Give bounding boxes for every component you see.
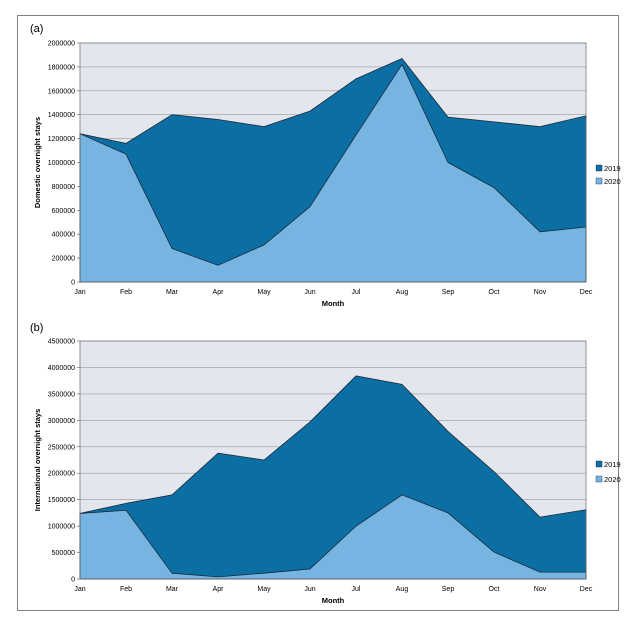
legend-label-2019: 2019 [604,460,621,469]
x-tick-label: Sep [442,289,455,296]
x-tick-label: Feb [120,586,132,593]
y-tick-label: 4000000 [48,365,75,372]
y-tick-label: 1800000 [48,64,75,71]
x-tick-label: Sep [442,586,455,593]
plot-border [79,340,587,580]
x-tick-label: May [257,586,271,593]
x-tick-label: Oct [489,289,500,296]
legend-label-2019: 2019 [604,164,621,173]
x-tick-label: Nov [534,586,547,593]
x-tick-label: Jul [352,586,361,593]
y-tick-label: 400000 [52,232,75,239]
y-tick-label: 2000000 [48,471,75,478]
y-tick-label: 1400000 [48,112,75,119]
x-tick-label: Apr [213,586,225,593]
panel-label: (b) [30,322,43,334]
y-tick-label: 200000 [52,256,75,263]
x-tick-label: Jun [304,586,315,593]
y-tick-label: 1200000 [48,136,75,143]
x-tick-label: Jan [74,289,85,296]
panel-label: (a) [30,23,43,35]
x-tick-label: Apr [213,289,225,296]
x-tick-label: May [257,289,271,296]
x-tick-label: Oct [489,586,500,593]
y-axis-label: Domestic overnight stays [33,117,42,208]
legend-swatch-2019 [595,164,603,172]
legend-label-2020: 2020 [604,475,621,484]
x-tick-label: Aug [396,586,409,593]
y-tick-label: 500000 [52,550,75,557]
y-tick-label: 1600000 [48,88,75,95]
x-tick-label: Mar [166,289,179,296]
y-axis-label: International overnight stays [33,409,42,512]
x-axis-label: Month [322,596,345,605]
y-tick-label: 0 [71,280,75,287]
legend-swatch-2020 [595,475,603,483]
chart-panel-2: 0 500000 1000000 1500000 2000000 2500000 30000… [30,322,621,605]
y-tick-label: 600000 [52,208,75,215]
x-axis-label: Month [322,299,345,308]
chart-panel-1: 0 200000 400000 600000 800000 1000000 1200000 1… [30,23,621,308]
legend-label-2020: 2020 [604,177,621,186]
legend-swatch-2020 [595,177,603,185]
x-tick-label: Jul [352,289,361,296]
y-tick-label: 1000000 [48,160,75,167]
x-tick-label: Dec [580,586,593,593]
y-tick-label: 0 [71,577,75,584]
x-tick-label: Aug [396,289,409,296]
x-tick-label: Jan [74,586,85,593]
x-tick-label: Feb [120,289,132,296]
plot-border [79,42,587,283]
y-tick-label: 2000000 [48,41,75,48]
x-tick-label: Dec [580,289,593,296]
y-tick-label: 800000 [52,184,75,191]
y-tick-label: 1000000 [48,524,75,531]
y-tick-label: 2500000 [48,444,75,451]
y-tick-label: 1500000 [48,497,75,504]
x-tick-label: Jun [304,289,315,296]
x-tick-label: Mar [166,586,179,593]
y-tick-label: 4500000 [48,339,75,346]
y-tick-label: 3500000 [48,391,75,398]
y-tick-label: 3000000 [48,418,75,425]
legend-swatch-2019 [595,460,603,468]
x-tick-label: Nov [534,289,547,296]
